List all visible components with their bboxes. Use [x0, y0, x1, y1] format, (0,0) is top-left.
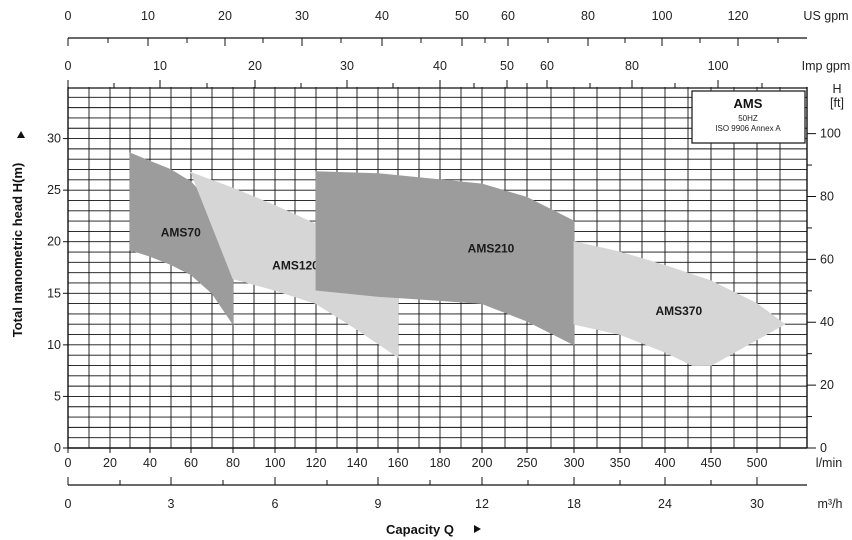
lmin-tick-label: 100: [265, 456, 286, 470]
usgpm-tick-label: 20: [218, 9, 232, 23]
usgpm-unit-label: US gpm: [803, 9, 848, 23]
y-tick-label: 0: [54, 441, 61, 455]
m3h-tick-label: 30: [750, 497, 764, 511]
region-label-ams370: AMS370: [655, 304, 702, 318]
lmin-tick-label: 250: [517, 456, 538, 470]
usgpm-tick-label: 80: [581, 9, 595, 23]
lmin-tick-label: 20: [103, 456, 117, 470]
y-tick-label: 5: [54, 389, 61, 403]
y-tick-label: 30: [47, 132, 61, 146]
lmin-tick-label: 200: [472, 456, 493, 470]
region-ams120: [190, 171, 399, 358]
impgpm-tick-label: 20: [248, 59, 262, 73]
legend-box: AMS 50HZ ISO 9906 Annex A: [691, 90, 806, 144]
region-ams370: [573, 241, 786, 366]
usgpm-tick-label: 120: [728, 9, 749, 23]
impgpm-unit-label: Imp gpm: [802, 59, 851, 73]
x-axis-arrow-icon: [474, 525, 481, 533]
ft-axis-unit: [ft]: [830, 96, 844, 110]
ft-tick-label: 40: [820, 315, 834, 329]
ft-tick-label: 20: [820, 378, 834, 392]
lmin-tick-label: 120: [306, 456, 327, 470]
lmin-tick-label: 180: [430, 456, 451, 470]
y-tick-label: 15: [47, 286, 61, 300]
m3h-tick-label: 24: [658, 497, 672, 511]
region-ams210: [315, 171, 575, 346]
lmin-tick-label: 140: [347, 456, 368, 470]
ft-tick-label: 60: [820, 252, 834, 266]
y-axis-title: Total manometric head H(m): [10, 163, 25, 338]
lmin-tick-label: 500: [747, 456, 768, 470]
lmin-tick-label: 400: [655, 456, 676, 470]
lmin-tick-label: 450: [701, 456, 722, 470]
region-label-ams120: AMS120: [272, 259, 319, 273]
y-tick-label: 20: [47, 235, 61, 249]
region-label-ams70: AMS70: [161, 225, 201, 239]
impgpm-tick-label: 50: [500, 59, 514, 73]
usgpm-tick-label: 30: [295, 9, 309, 23]
impgpm-tick-label: 100: [708, 59, 729, 73]
lmin-unit-label: l/min: [816, 456, 842, 470]
usgpm-tick-label: 50: [455, 9, 469, 23]
m3h-tick-label: 6: [272, 497, 279, 511]
lmin-tick-label: 60: [184, 456, 198, 470]
ft-tick-label: 0: [820, 441, 827, 455]
impgpm-tick-label: 30: [340, 59, 354, 73]
m3h-tick-label: 12: [475, 497, 489, 511]
m3h-tick-label: 18: [567, 497, 581, 511]
usgpm-tick-label: 60: [501, 9, 515, 23]
m3h-tick-label: 0: [65, 497, 72, 511]
region-label-ams210: AMS210: [468, 242, 515, 256]
lmin-tick-label: 350: [610, 456, 631, 470]
lmin-tick-label: 80: [226, 456, 240, 470]
lmin-tick-label: 160: [388, 456, 409, 470]
usgpm-tick-label: 0: [65, 9, 72, 23]
region-ams70: [129, 152, 234, 326]
legend-standard: ISO 9906 Annex A: [715, 124, 781, 133]
impgpm-tick-label: 60: [540, 59, 554, 73]
x-axis-title: Capacity Q: [386, 522, 454, 537]
y-axis-arrow-icon: [17, 131, 25, 138]
usgpm-tick-label: 100: [652, 9, 673, 23]
ft-axis-title: H: [832, 82, 841, 96]
impgpm-tick-label: 0: [65, 59, 72, 73]
legend-title: AMS: [734, 96, 763, 111]
legend-frequency: 50HZ: [738, 114, 758, 123]
pump-regions: AMS70 AMS120 AMS210 AMS370: [129, 152, 786, 366]
ft-tick-label: 80: [820, 189, 834, 203]
impgpm-tick-label: 80: [625, 59, 639, 73]
lmin-tick-label: 0: [65, 456, 72, 470]
lmin-tick-label: 40: [143, 456, 157, 470]
impgpm-tick-label: 10: [153, 59, 167, 73]
y-tick-label: 25: [47, 183, 61, 197]
m3h-tick-label: 9: [375, 497, 382, 511]
impgpm-tick-label: 40: [433, 59, 447, 73]
m3h-unit-label: m³/h: [818, 497, 843, 511]
lmin-tick-label: 300: [564, 456, 585, 470]
usgpm-tick-label: 40: [375, 9, 389, 23]
ft-tick-label: 100: [820, 127, 841, 141]
usgpm-tick-label: 10: [141, 9, 155, 23]
y-tick-label: 10: [47, 338, 61, 352]
m3h-tick-label: 3: [168, 497, 175, 511]
